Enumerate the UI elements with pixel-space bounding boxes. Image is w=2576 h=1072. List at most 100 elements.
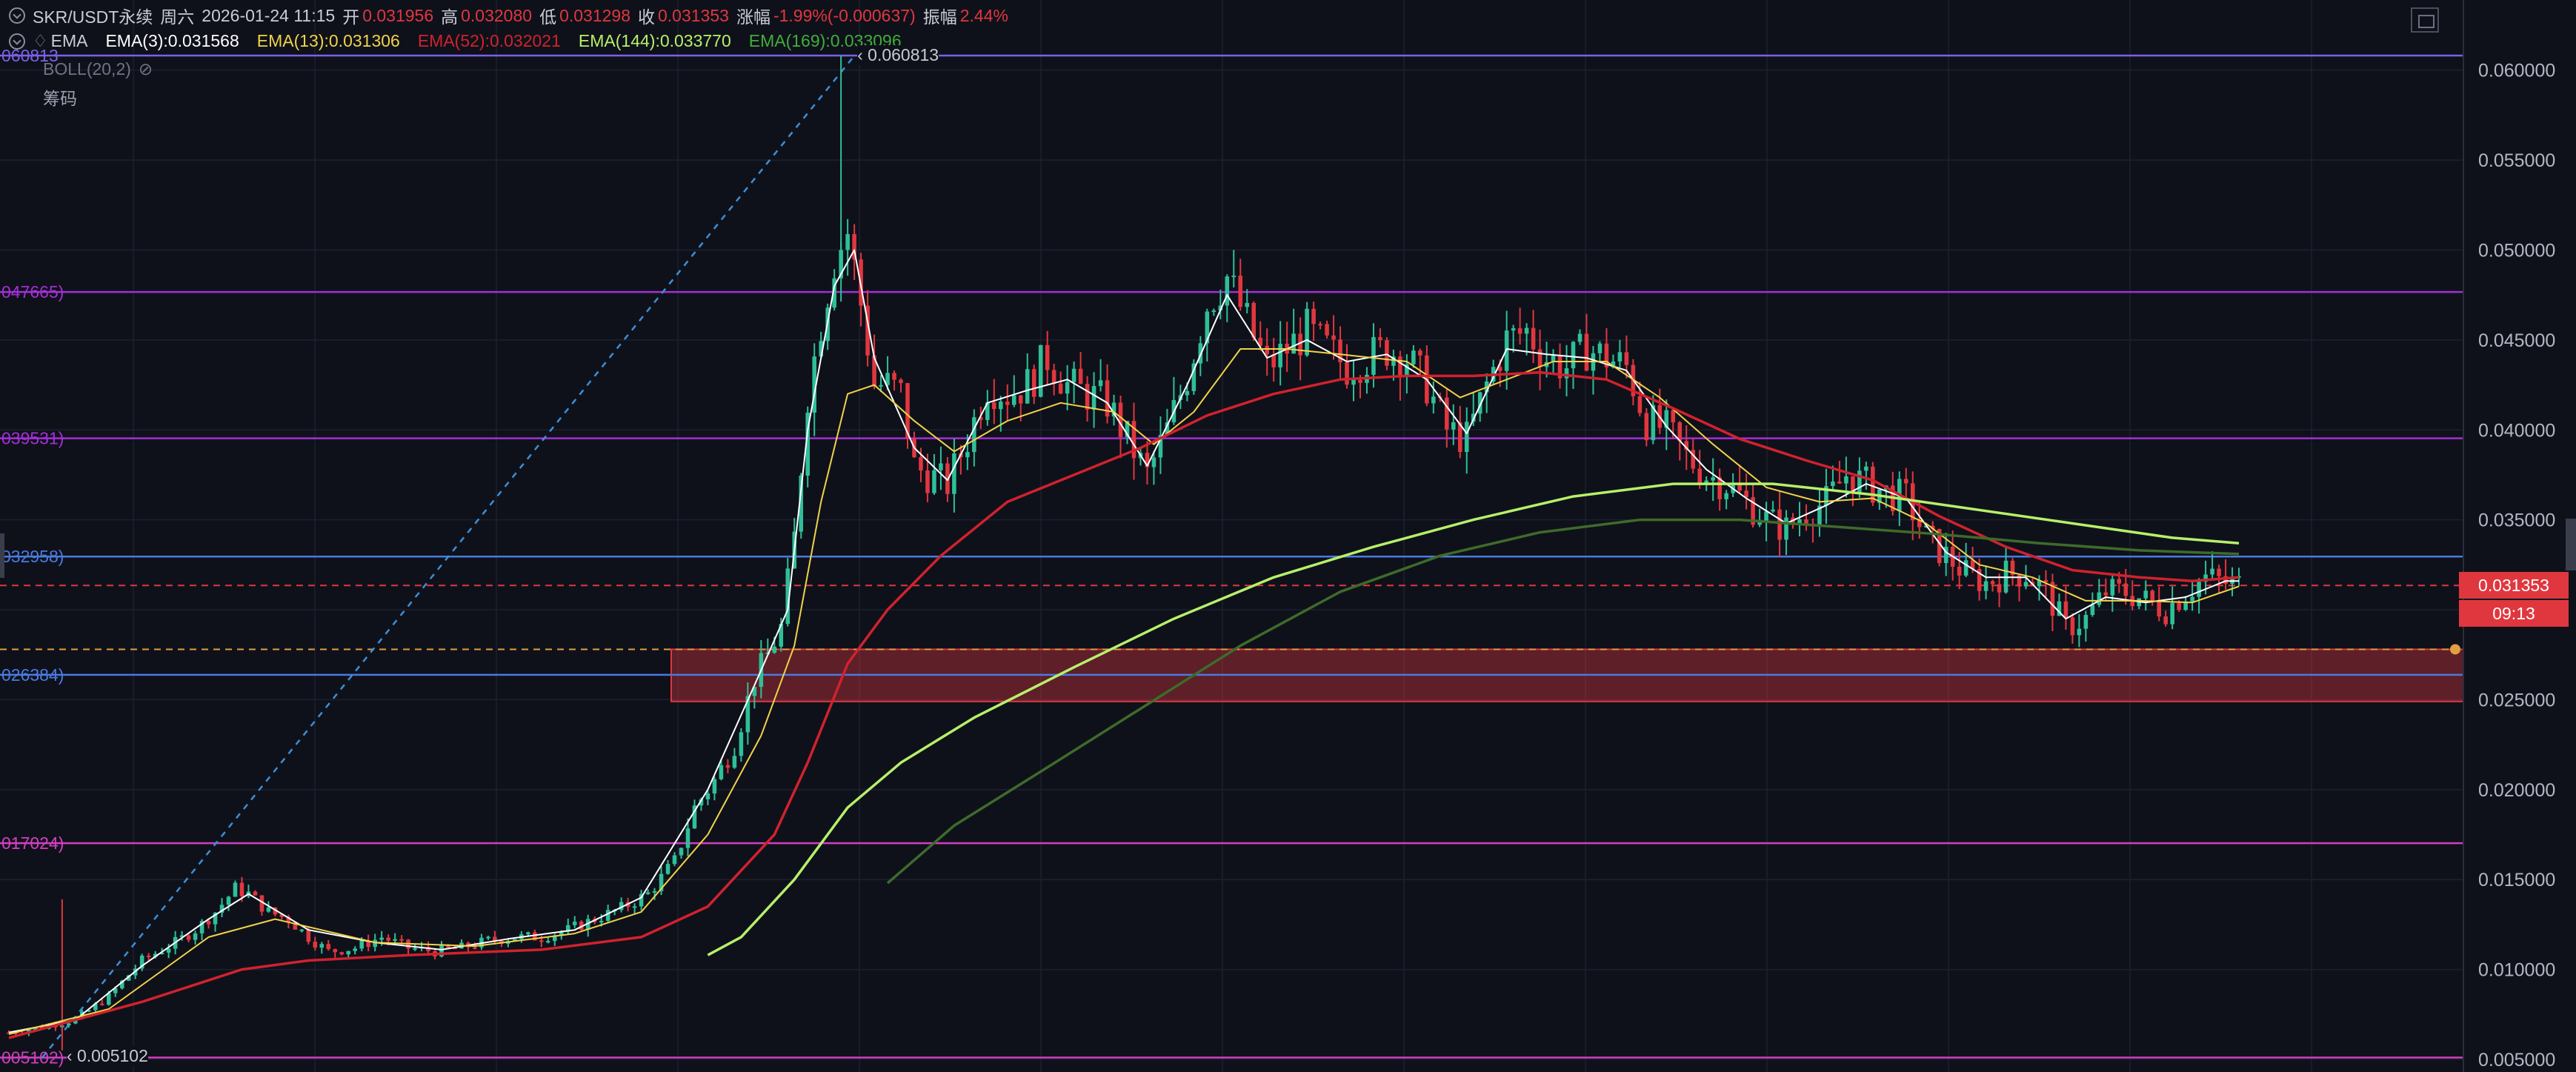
amplitude-label: 振幅 xyxy=(922,7,957,27)
ohlc-header: SKR/USDT永续 周六 2026-01-24 11:15 开 0.03195… xyxy=(9,3,1016,28)
candle-body xyxy=(93,1003,98,1011)
right-panel-handle[interactable] xyxy=(2566,519,2576,570)
candle-body xyxy=(1604,343,1609,367)
candle-body xyxy=(1358,379,1362,383)
collapse-icon[interactable] xyxy=(9,33,25,50)
candle-body xyxy=(2063,601,2069,618)
candle-body xyxy=(1451,422,1456,430)
candle-body xyxy=(1697,468,1703,485)
left-panel-handle[interactable] xyxy=(0,533,4,578)
candle-body xyxy=(1018,395,1023,404)
y-tick-label: 0.050000 xyxy=(2478,240,2555,261)
candle-body xyxy=(1471,413,1476,422)
collapse-icon[interactable] xyxy=(9,7,25,24)
ema144-label: EMA(144):0.033770 xyxy=(578,31,731,50)
candle-body xyxy=(559,931,564,936)
candle-body xyxy=(159,952,164,954)
candle-body xyxy=(1644,413,1649,441)
candle-body xyxy=(286,916,291,923)
candle-body xyxy=(1205,311,1210,344)
candle-body xyxy=(1125,421,1130,437)
candle-body xyxy=(2037,580,2042,587)
candle-body xyxy=(1378,337,1382,341)
candle-body xyxy=(1664,410,1669,428)
candle-body xyxy=(1318,324,1322,326)
candle-body xyxy=(1445,397,1449,430)
candle-body xyxy=(393,939,397,941)
candle-body xyxy=(1757,522,1762,525)
candle-body xyxy=(259,895,264,912)
candle-body xyxy=(939,463,943,470)
candle-body xyxy=(979,417,983,420)
candle-body xyxy=(1624,352,1629,365)
candle-body xyxy=(839,250,843,279)
candle-body xyxy=(1917,520,1922,527)
candle-body xyxy=(206,921,211,925)
candle-body xyxy=(1930,525,1935,530)
candle-body xyxy=(299,929,304,931)
ema52-label: EMA(52):0.032021 xyxy=(417,31,561,50)
candle-body xyxy=(1411,350,1416,364)
candle-countdown: 09:13 xyxy=(2459,600,2569,627)
candle-body xyxy=(1151,457,1156,467)
candle-body xyxy=(1191,363,1197,391)
candle-body xyxy=(1311,308,1316,324)
candle-body xyxy=(326,944,331,950)
candle-body xyxy=(1824,486,1828,506)
candle-body xyxy=(33,1027,38,1031)
hide-icon[interactable]: ⊘ xyxy=(138,59,153,79)
high-marker: ‹ 0.060813 xyxy=(857,44,939,65)
candle-body xyxy=(1031,369,1036,397)
fullscreen-button[interactable] xyxy=(2411,7,2439,33)
candle-body xyxy=(199,921,204,933)
candle-body xyxy=(705,793,710,799)
candle-body xyxy=(426,947,430,951)
candle-body xyxy=(346,951,351,955)
candle-body xyxy=(1804,519,1808,524)
candle-body xyxy=(1851,476,1855,494)
candle-body xyxy=(2223,576,2228,584)
level-label: 026384) xyxy=(1,665,64,685)
candle-body xyxy=(699,799,704,806)
candle-body xyxy=(1597,343,1602,353)
candle-body xyxy=(526,932,530,935)
candle-body xyxy=(599,920,604,922)
candle-body xyxy=(219,905,224,913)
candle-body xyxy=(1464,422,1469,453)
candle-body xyxy=(805,413,811,476)
candle-body xyxy=(879,384,883,387)
candle-body xyxy=(2043,580,2049,582)
ema-line xyxy=(8,249,2239,1033)
trend-dashed-line xyxy=(41,55,856,1059)
candle-body xyxy=(146,955,151,957)
candle-body xyxy=(665,864,670,874)
candle-body xyxy=(2050,582,2055,616)
level-label: 032958) xyxy=(1,547,64,566)
boll-label: BOLL(20,2) xyxy=(43,59,131,79)
candle-body xyxy=(1684,441,1689,450)
ema-line xyxy=(8,370,2240,1039)
candle-body xyxy=(1351,379,1356,385)
candle-body xyxy=(1511,328,1516,331)
candle-body xyxy=(1571,342,1576,369)
candle-body xyxy=(1711,477,1715,481)
current-price-tag: 0.031353 xyxy=(2459,572,2569,599)
candle-body xyxy=(1764,511,1768,523)
bell-icon[interactable]: ♢ xyxy=(33,31,48,50)
candle-body xyxy=(752,687,757,696)
candle-body xyxy=(772,646,777,653)
horizontal-levels: 060813 047665) 039531) 032958) 026384) 017024… xyxy=(0,46,2463,1068)
candle-body xyxy=(1584,333,1589,371)
candle-body xyxy=(1671,410,1676,423)
candle-body xyxy=(1325,324,1329,336)
candle-body xyxy=(1797,519,1802,525)
ema-title: EMA xyxy=(50,31,88,50)
candle-body xyxy=(1983,581,1988,591)
candle-body xyxy=(153,953,158,957)
candle-body xyxy=(1831,482,1835,487)
candle-body xyxy=(106,993,111,1005)
candle-body xyxy=(2217,568,2221,576)
level-label: 060813 xyxy=(1,46,59,65)
candle-body xyxy=(1258,337,1262,346)
